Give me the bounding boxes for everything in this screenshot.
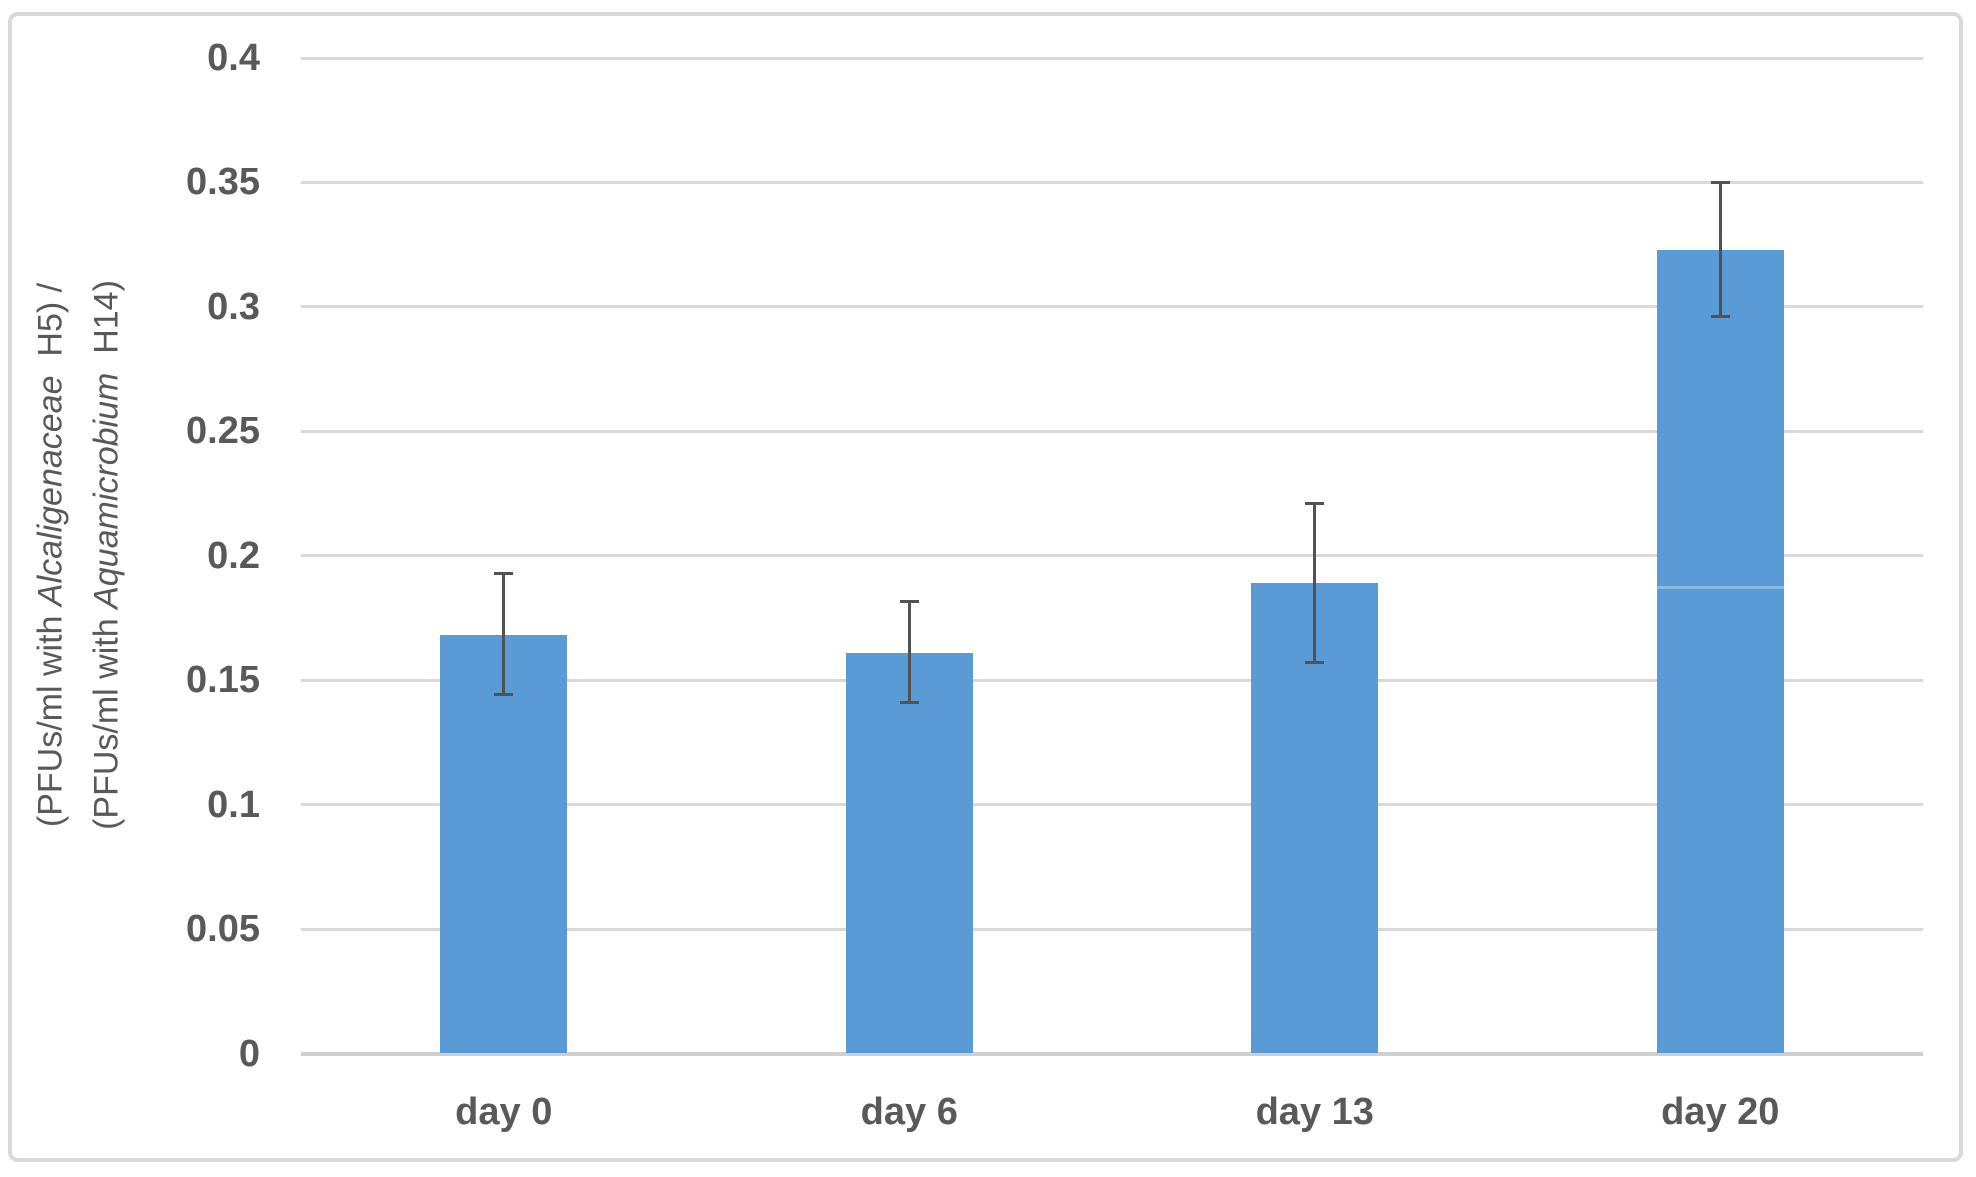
x-category-label: day 13 bbox=[1255, 1091, 1374, 1133]
gridline bbox=[301, 429, 1923, 433]
bar-day-0 bbox=[440, 635, 568, 1054]
gridline bbox=[301, 803, 1923, 807]
x-axis-line bbox=[301, 1051, 1923, 1056]
y-tick-label: 0.4 bbox=[207, 37, 260, 79]
error-bar-cap-bottom bbox=[494, 693, 514, 697]
error-bar-cap-bottom bbox=[899, 700, 919, 704]
chart-border-frame bbox=[8, 12, 1963, 1162]
gridline bbox=[301, 678, 1923, 682]
x-category-label: day 6 bbox=[860, 1091, 958, 1133]
gridline bbox=[301, 554, 1923, 558]
y-tick-label: 0.25 bbox=[186, 410, 260, 453]
x-category-label: day 0 bbox=[455, 1091, 553, 1133]
y-tick-label: 0.1 bbox=[207, 783, 260, 826]
bar-seam-artifact bbox=[1656, 585, 1784, 589]
y-tick-label: 0.2 bbox=[207, 534, 260, 577]
error-bar bbox=[1718, 182, 1722, 317]
error-bar-cap-top bbox=[1710, 181, 1730, 185]
error-bar-cap-bottom bbox=[1710, 314, 1730, 318]
error-bar bbox=[1313, 503, 1317, 663]
error-bar bbox=[907, 600, 911, 703]
y-tick-label: 0.05 bbox=[186, 908, 260, 951]
y-tick-label: 0.15 bbox=[186, 659, 260, 702]
gridline bbox=[301, 927, 1923, 931]
gridline bbox=[301, 56, 1923, 60]
error-bar-cap-top bbox=[899, 599, 919, 603]
gridline bbox=[301, 305, 1923, 309]
y-tick-label: 0.3 bbox=[207, 285, 260, 328]
x-category-label: day 20 bbox=[1661, 1091, 1780, 1133]
y-tick-label: 0 bbox=[238, 1032, 260, 1075]
error-bar-cap-top bbox=[494, 572, 514, 576]
gridline bbox=[301, 180, 1923, 184]
bar-day-20 bbox=[1656, 249, 1784, 1054]
y-tick-label: 0.35 bbox=[186, 161, 260, 204]
error-bar bbox=[502, 573, 506, 696]
bar-day-6 bbox=[845, 652, 973, 1054]
error-bar-cap-bottom bbox=[1305, 660, 1325, 664]
error-bar-cap-top bbox=[1305, 502, 1325, 506]
